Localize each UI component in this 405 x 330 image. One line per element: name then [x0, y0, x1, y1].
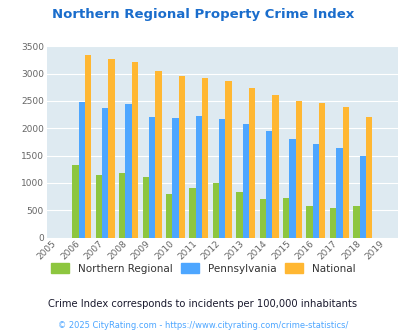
- Bar: [365, 117, 371, 238]
- Bar: [108, 59, 115, 238]
- Bar: [189, 188, 195, 238]
- Bar: [85, 55, 91, 238]
- Bar: [125, 104, 132, 238]
- Bar: [96, 175, 102, 238]
- Bar: [295, 101, 301, 238]
- Bar: [79, 102, 85, 238]
- Bar: [219, 119, 225, 238]
- Bar: [289, 139, 295, 238]
- Bar: [236, 192, 242, 238]
- Bar: [132, 62, 138, 238]
- Bar: [142, 178, 149, 238]
- Bar: [282, 198, 289, 238]
- Bar: [306, 207, 312, 238]
- Bar: [149, 117, 155, 238]
- Bar: [318, 103, 325, 238]
- Bar: [272, 95, 278, 238]
- Bar: [212, 183, 219, 238]
- Bar: [166, 194, 172, 238]
- Bar: [359, 156, 365, 238]
- Text: © 2025 CityRating.com - https://www.cityrating.com/crime-statistics/: © 2025 CityRating.com - https://www.city…: [58, 321, 347, 330]
- Text: Crime Index corresponds to incidents per 100,000 inhabitants: Crime Index corresponds to incidents per…: [48, 299, 357, 309]
- Bar: [102, 108, 108, 238]
- Bar: [259, 199, 265, 238]
- Bar: [72, 165, 79, 238]
- Legend: Northern Regional, Pennsylvania, National: Northern Regional, Pennsylvania, Nationa…: [50, 263, 355, 274]
- Bar: [202, 79, 208, 238]
- Bar: [178, 76, 185, 238]
- Bar: [155, 71, 161, 238]
- Bar: [342, 108, 348, 238]
- Bar: [335, 148, 342, 238]
- Bar: [195, 115, 202, 238]
- Bar: [172, 118, 178, 238]
- Text: Northern Regional Property Crime Index: Northern Regional Property Crime Index: [52, 8, 353, 21]
- Bar: [225, 81, 231, 238]
- Bar: [352, 207, 359, 238]
- Bar: [119, 173, 125, 238]
- Bar: [242, 124, 248, 238]
- Bar: [312, 144, 318, 238]
- Bar: [329, 208, 335, 238]
- Bar: [265, 131, 272, 238]
- Bar: [248, 88, 255, 238]
